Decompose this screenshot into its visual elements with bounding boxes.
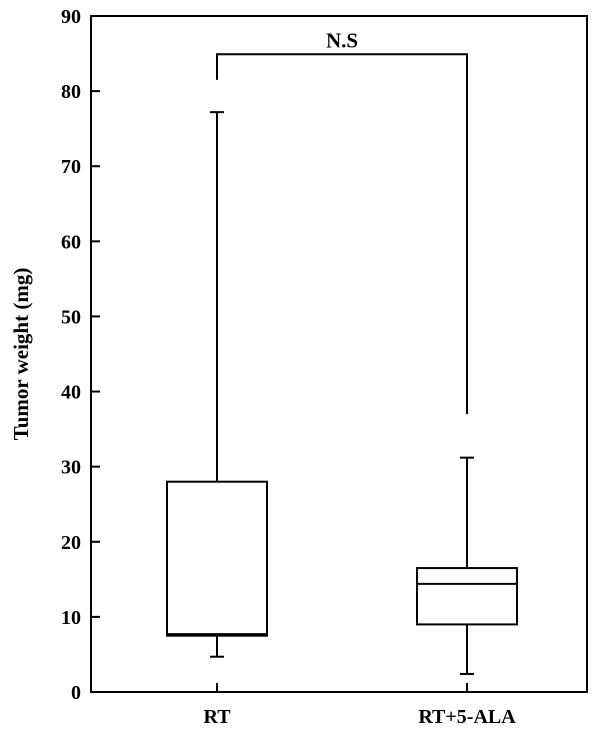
box-group: [166, 111, 268, 658]
y-tick-label: 0: [71, 682, 81, 704]
box-iqr: [416, 567, 518, 626]
x-tick-label: RT: [203, 706, 231, 728]
y-tick-label: 50: [61, 306, 81, 328]
box-iqr: [166, 480, 268, 637]
y-tick-label: 60: [61, 231, 81, 253]
y-tick-label: 10: [61, 607, 81, 629]
box-series: [166, 111, 518, 675]
y-tick-label: 80: [61, 81, 81, 103]
y-tick-label: 90: [61, 6, 81, 28]
y-axis-ticks: 0 10 20 30 40 50 60 70 80 90: [61, 6, 100, 704]
significance-bracket: N.S: [216, 28, 468, 415]
plot-frame: [90, 15, 588, 693]
y-tick-label: 40: [61, 382, 81, 404]
y-tick-label: 70: [61, 156, 81, 178]
significance-label: N.S: [326, 28, 358, 52]
box-group: [416, 456, 518, 675]
y-tick-label: 30: [61, 457, 81, 479]
y-axis-label: Tumor weight (mg): [9, 268, 33, 441]
x-tick-label: RT+5-ALA: [418, 706, 516, 728]
y-tick-label: 20: [61, 532, 81, 554]
plot-area: [90, 15, 588, 693]
significance-line: [216, 53, 468, 415]
x-axis-labels: RT RT+5-ALA: [203, 683, 516, 728]
